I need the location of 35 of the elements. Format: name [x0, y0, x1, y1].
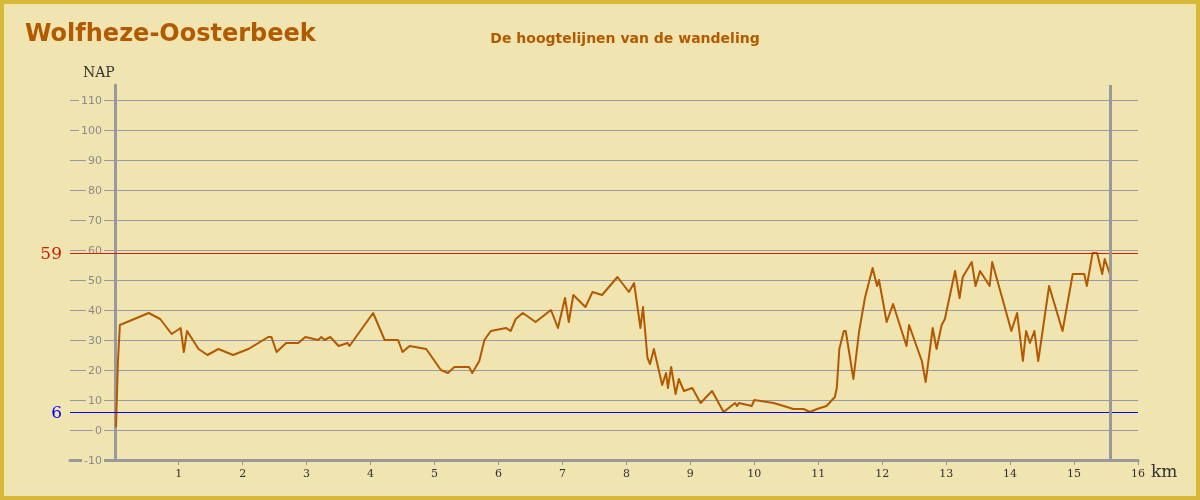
y-tick-label: 70: [88, 213, 102, 227]
x-tick-label: 3: [303, 467, 311, 480]
x-tick-label: 14: [1003, 467, 1018, 480]
y-tick-label: -10: [84, 453, 102, 467]
x-tick-label: 11: [811, 467, 826, 480]
x-tick-label: 2: [239, 467, 247, 480]
x-tick-label: 13: [939, 467, 954, 480]
x-tick-label: 8: [622, 467, 630, 480]
y-tick-label: 110: [81, 93, 102, 107]
x-tick-label: 6: [494, 467, 502, 480]
y-tick-label: 80: [88, 183, 102, 197]
y-tick-label: 50: [88, 273, 102, 287]
x-axis-title: km: [1150, 460, 1178, 481]
y-tick-label: 100: [81, 123, 102, 137]
y-axis-title: NAP: [82, 64, 115, 80]
x-tick-label: 10: [747, 467, 762, 480]
y-tick-label: 30: [88, 333, 102, 347]
x-tick-label: 12: [875, 467, 890, 480]
chart-subtitle: De hoogtelijnen van de wandeling: [490, 30, 760, 46]
chart-title: Wolfheze-Oosterbeek: [25, 19, 317, 47]
line-series: [115, 252, 1111, 428]
x-tick-label: 7: [558, 467, 566, 480]
ref-line-label: 59: [40, 243, 62, 263]
x-tick-label: 16: [1131, 467, 1145, 480]
y-tick-label: 20: [88, 363, 102, 377]
x-tick-label: 9: [686, 467, 694, 480]
x-tick-label: 4: [367, 467, 375, 480]
x-tick-label: 5: [431, 467, 439, 480]
y-tick-label: 10: [88, 393, 102, 407]
x-tick-label: 15: [1067, 467, 1082, 480]
y-tick-label: 90: [88, 153, 102, 167]
x-tick-label: 1: [175, 467, 183, 480]
y-tick-label: 0: [95, 423, 102, 437]
y-tick-label: 40: [88, 303, 102, 317]
ref-line-label: 6: [51, 402, 62, 422]
